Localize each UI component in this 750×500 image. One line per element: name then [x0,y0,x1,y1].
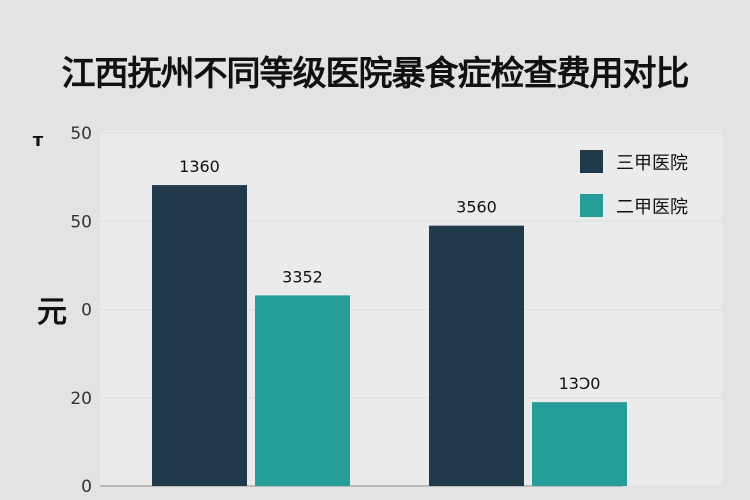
data-label: 3560 [456,198,497,217]
legend-label: 二甲医院 [616,197,688,218]
bar-series1 [152,185,247,486]
legend-swatch [580,194,603,217]
legend-label: 三甲医院 [616,153,688,174]
y-axis-label: 元 [37,295,67,330]
y-tick-label: 50 [70,124,92,144]
data-label: 1360 [179,157,220,176]
data-label: 13Ɔ0 [559,374,601,393]
bar-series1 [429,225,524,486]
legend-swatch [580,150,603,173]
bar-series2 [255,295,350,486]
bar-series2 [532,402,627,486]
chart-title: 江西抚州不同等级医院暴食症检查费用对比 [61,54,690,94]
data-label: 3352 [282,267,323,286]
y-tick-label: 0 [81,477,92,497]
y-tick-label: 50 [70,212,92,232]
y-tick-label: 0 [81,301,92,321]
y-axis-label-extra: ᴛ [33,130,44,151]
y-tick-label: 20 [70,389,92,409]
